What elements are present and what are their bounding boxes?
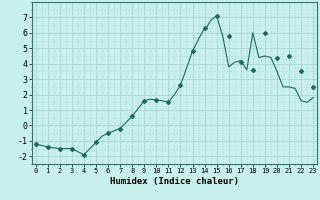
X-axis label: Humidex (Indice chaleur): Humidex (Indice chaleur) — [110, 177, 239, 186]
